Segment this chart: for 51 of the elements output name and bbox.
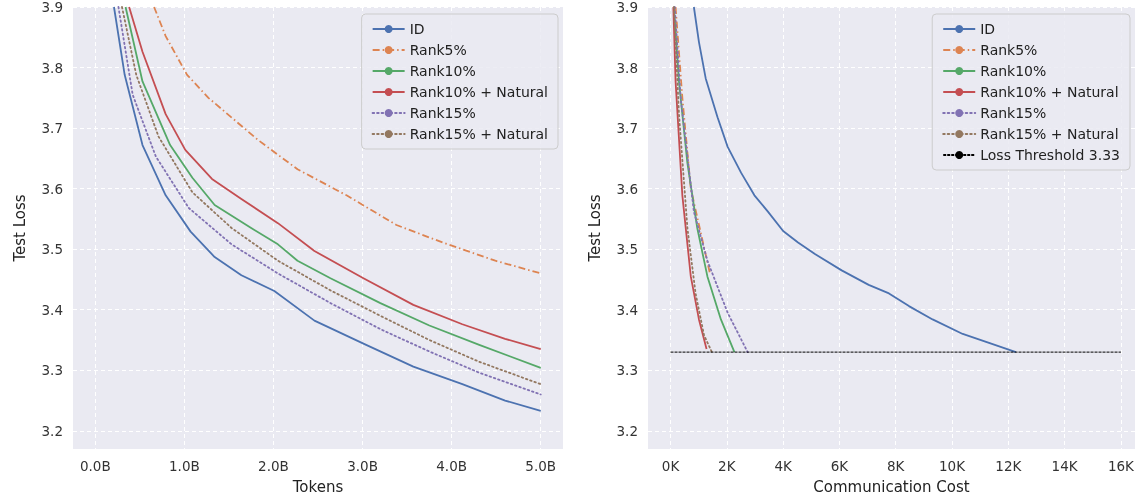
x-tick-label: 10K: [939, 458, 967, 474]
x-axis-title: Tokens: [291, 477, 344, 496]
legend-label: Rank10% + Natural: [409, 84, 549, 100]
legend-label: Rank5%: [980, 42, 1038, 58]
y-tick-label: 3.9: [41, 0, 63, 15]
y-tick-label: 3.2: [41, 422, 63, 439]
y-tick-label: 3.8: [616, 59, 638, 76]
legend-label: Rank5%: [409, 42, 467, 58]
legend-label: Rank15% + Natural: [409, 126, 549, 142]
x-tick-label: 0K: [661, 458, 681, 474]
x-tick-label: 16K: [1107, 458, 1136, 474]
line-series: [674, 6, 711, 275]
y-tick-label: 3.4: [41, 301, 63, 318]
x-tick-label: 4.0B: [436, 458, 467, 474]
y-tick-label: 3.4: [616, 301, 638, 318]
legend-label: ID: [980, 21, 996, 37]
y-axis-title: Test Loss: [10, 194, 29, 263]
y-tick-label: 3.3: [616, 362, 638, 379]
y-tick-label: 3.5: [41, 241, 63, 258]
x-tick-label: 2.0B: [258, 458, 289, 474]
y-tick-label: 3.3: [41, 362, 63, 379]
y-axis-title: Test Loss: [585, 194, 604, 263]
x-tick-label: 8K: [887, 458, 906, 474]
legend-label: Rank15% + Natural: [980, 126, 1119, 142]
y-tick-label: 3.8: [41, 59, 63, 76]
y-tick-label: 3.6: [616, 180, 638, 197]
line-series: [673, 6, 749, 354]
x-tick-label: 5.0B: [525, 458, 557, 474]
legend-label: Rank10%: [409, 63, 476, 79]
line-series: [673, 6, 736, 354]
y-tick-label: 3.9: [616, 0, 638, 15]
x-tick-label: 12K: [995, 458, 1023, 474]
x-tick-label: 2K: [718, 458, 737, 474]
x-tick-label: 4K: [774, 458, 793, 474]
x-axis-title: Communication Cost: [813, 477, 970, 496]
legend-label: Rank10% + Natural: [980, 84, 1119, 100]
y-tick-label: 3.2: [616, 422, 638, 439]
x-tick-label: 6K: [830, 458, 850, 474]
x-tick-label: 3.0B: [347, 458, 378, 474]
legend-label: Rank10%: [980, 63, 1047, 79]
x-tick-label: 14K: [1051, 458, 1079, 474]
y-tick-label: 3.5: [616, 241, 638, 258]
legend-label: Loss Threshold 3.33: [980, 147, 1121, 163]
y-tick-label: 3.7: [41, 120, 63, 137]
legend-label: Rank15%: [980, 105, 1047, 121]
y-tick-label: 3.6: [41, 180, 63, 197]
legend-label: ID: [409, 21, 425, 37]
x-tick-label: 0.0B: [79, 458, 111, 474]
x-tick-label: 1.0B: [169, 458, 200, 474]
legend-label: Rank15%: [409, 105, 476, 121]
y-tick-label: 3.7: [616, 120, 638, 137]
